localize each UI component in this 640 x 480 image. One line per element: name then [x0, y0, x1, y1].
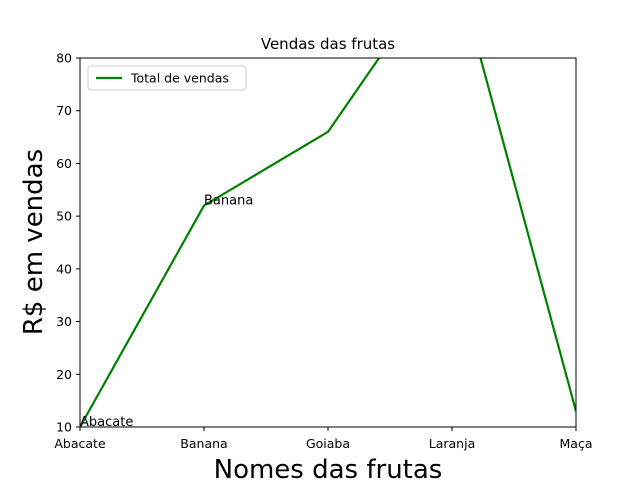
- x-tick-label: Abacate: [54, 436, 106, 451]
- plot-frame: [79, 57, 577, 428]
- y-tick-label: 30: [56, 314, 72, 329]
- y-tick-label: 80: [56, 51, 72, 66]
- legend: Total de vendas: [87, 65, 247, 91]
- series-line: [80, 58, 576, 427]
- x-axis-label: Nomes das frutas: [214, 455, 443, 480]
- legend-box: [87, 65, 247, 91]
- x-tick-label: Banana: [180, 436, 227, 451]
- data-annotation: Banana: [204, 194, 253, 209]
- x-tick-label: Goiaba: [306, 436, 350, 451]
- x-tick-label: Maça: [560, 436, 593, 451]
- y-tick-label: 40: [56, 261, 72, 276]
- y-tick-label: 10: [56, 420, 72, 435]
- y-tick-label: 50: [56, 209, 72, 224]
- x-tick-label: Laranja: [429, 436, 475, 451]
- legend-label: Total de vendas: [130, 71, 229, 86]
- y-tick-label: 20: [56, 367, 72, 382]
- y-axis-label: R$ em vendas: [19, 149, 49, 335]
- data-annotation: Abacate: [80, 415, 133, 430]
- y-tick-label: 60: [56, 156, 72, 171]
- chart-title: Vendas das frutas: [261, 35, 395, 53]
- y-tick-label: 70: [56, 103, 72, 118]
